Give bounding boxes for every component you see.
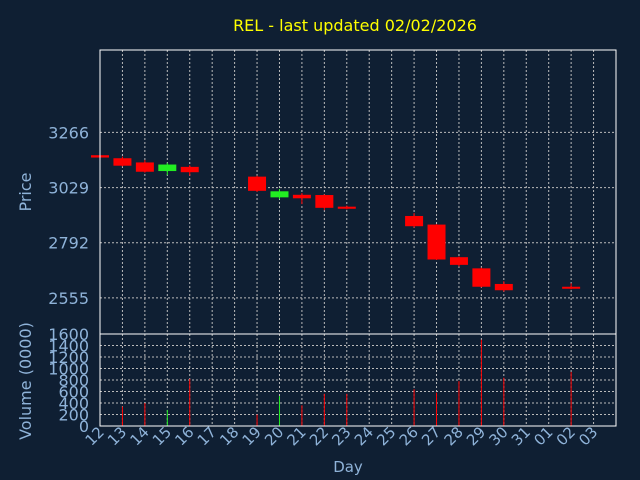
volume-tick-label: 600 [58,383,89,402]
volume-tick-label: 1200 [48,348,89,367]
volume-panel-frame [99,333,617,427]
volume-tick-label: 400 [58,394,89,413]
volume-tick-label: 1600 [48,325,89,344]
candle-body [494,283,513,291]
candle-body [270,191,289,198]
candle-body [472,268,491,287]
candle-body [315,195,334,208]
candle-body [158,164,177,172]
candle-body [180,166,199,173]
price-tick-label: 2792 [48,234,89,253]
price-tick-label: 2555 [48,289,89,308]
price-tick-label: 3266 [48,123,89,142]
price-panel-frame [99,49,617,335]
chart-title: REL - last updated 02/02/2026 [233,16,477,35]
volume-tick-label: 800 [58,371,89,390]
candle-body [427,224,446,260]
marks-layer [91,154,581,426]
volume-tick-label: 1400 [48,337,89,356]
frame-layer [99,49,617,427]
candle-body [405,215,424,227]
candle-body [292,194,311,199]
volume-axis-label: Volume (0000) [16,322,35,440]
volume-tick-label: 0 [79,417,89,436]
volume-tick-label: 200 [58,406,89,425]
x-axis-label: Day [333,458,363,476]
x-tick-label: 03 [575,423,601,449]
candle-body [449,257,468,265]
candle-body [135,162,154,172]
candle-body [562,286,581,289]
candle-body [337,206,356,209]
volume-tick-label: 1000 [48,360,89,379]
price-axis-label: Price [16,172,35,211]
grid-layer [100,50,616,426]
price-tick-label: 3029 [48,179,89,198]
candle-body [248,176,267,191]
candle-body [113,158,132,166]
